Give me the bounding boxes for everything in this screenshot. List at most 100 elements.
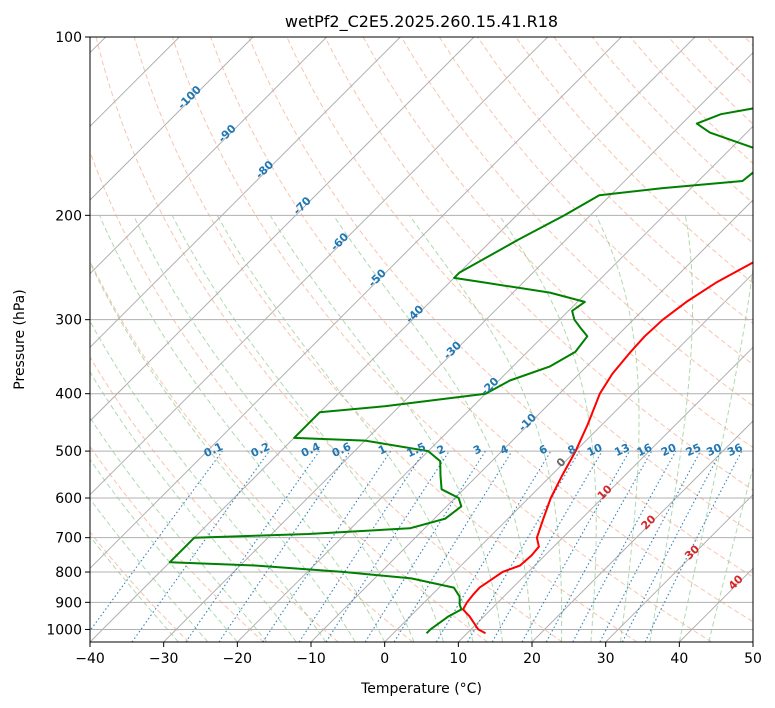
isotherm: [457, 346, 753, 642]
dry-adiabat: [438, 37, 753, 366]
isotherm-label: -70: [291, 194, 314, 217]
mixing-ratio-line: [185, 450, 320, 642]
mixing-ratio-label: 2: [435, 443, 447, 458]
y-tick-label: 900: [55, 595, 82, 611]
dry-adiabat: [90, 531, 190, 642]
y-tick-label: 500: [55, 444, 82, 460]
isotherm: [90, 37, 401, 349]
dry-adiabat: [744, 37, 753, 47]
isotherm: [752, 641, 753, 642]
isotherm: [90, 37, 328, 275]
y-tick-label: 800: [55, 565, 82, 581]
dry-adiabat: [400, 37, 753, 407]
dry-adiabat: [210, 37, 753, 623]
isotherm-label: 40: [726, 572, 746, 592]
moist-adiabat: [678, 264, 753, 642]
x-tick-label: 40: [670, 651, 688, 667]
isotherm: [90, 37, 475, 422]
mixing-ratio-label: 1.5: [405, 440, 428, 460]
mixing-ratio-line: [599, 450, 701, 642]
dry-adiabat: [171, 37, 712, 642]
moist-adiabat: [269, 215, 503, 642]
dry-adiabat: [248, 37, 753, 578]
isotherm: [605, 493, 753, 642]
mixing-ratio-label: 25: [684, 441, 703, 459]
isotherm: [90, 37, 254, 201]
mixing-ratio-line: [467, 450, 580, 642]
dry-adiabat: [90, 259, 414, 642]
mixing-ratio-label: 10: [585, 441, 605, 459]
moist-adiabat: [171, 215, 445, 642]
mixing-ratio-label: 20: [659, 441, 679, 459]
dry-adiabat: [95, 37, 563, 642]
dry-adiabat: [133, 37, 638, 642]
mixing-ratio-label: 0.1: [202, 440, 225, 460]
moist-adiabat: [90, 497, 209, 642]
mixing-ratio-label: 0.2: [249, 440, 272, 460]
x-tick-label: −20: [223, 651, 253, 667]
moist-adiabat: [133, 215, 415, 642]
mixing-ratio-line: [298, 450, 425, 642]
moist-adiabat: [595, 215, 640, 642]
x-tick-label: 50: [744, 651, 762, 667]
mixing-ratio-line: [90, 450, 223, 632]
moist-adiabat: [332, 215, 533, 642]
mixing-ratio-line: [218, 450, 351, 642]
y-axis-ticks: 100 200 300 400 500 600 700 800 900 1000: [46, 30, 90, 638]
mixing-ratio-line: [262, 450, 392, 642]
x-axis-title: Temperature (°C): [360, 681, 482, 697]
isotherm-label: -60: [328, 230, 351, 253]
moist-adiabat: [408, 215, 563, 642]
moist-adiabat: [90, 370, 297, 642]
dry-adiabat: [90, 150, 488, 642]
x-tick-label: 0: [380, 651, 389, 667]
x-tick-label: 10: [449, 651, 467, 667]
dry-adiabat: [324, 37, 753, 491]
isotherm-label: -10: [516, 411, 539, 434]
mixing-ratio-line: [644, 450, 743, 642]
moist-adiabat: [498, 215, 597, 642]
y-tick-label: 200: [55, 208, 82, 224]
moist-adiabat: [90, 261, 356, 642]
mixing-ratio-line: [572, 450, 677, 642]
isotherm: [236, 125, 753, 642]
chart-title: wetPf2_C2E5.2025.260.15.41.R18: [285, 12, 558, 32]
isotherm-label: 10: [595, 482, 615, 502]
dry-adiabat: [362, 37, 753, 449]
y-tick-label: 600: [55, 491, 82, 507]
isotherm-label: -50: [366, 266, 389, 289]
isotherm-label: -90: [216, 122, 239, 145]
y-tick-label: 1000: [46, 622, 82, 638]
mixing-ratio-label: 16: [635, 441, 655, 459]
x-tick-label: 20: [523, 651, 541, 667]
x-tick-label: −30: [149, 651, 179, 667]
plot-frame: [89, 36, 754, 643]
pressure-gridlines: [90, 37, 753, 630]
moist-adiabat: [649, 215, 694, 642]
temperature-series-line: [462, 261, 753, 635]
mixing-ratio-lines: [90, 450, 743, 642]
mixing-ratio-line: [521, 450, 630, 642]
isotherms: [90, 37, 753, 642]
moist-adiabat: [90, 535, 179, 642]
moist-adiabat: [99, 215, 386, 642]
isotherm: [90, 37, 622, 570]
mixing-ratio-line: [545, 450, 653, 642]
x-tick-label: −10: [296, 651, 326, 667]
dewpoint-series-line: [168, 107, 753, 635]
mixing-ratio-label: 13: [612, 441, 631, 459]
isotherm-label: -100: [175, 83, 204, 112]
moist-adiabat: [708, 465, 753, 642]
isotherm: [310, 199, 753, 642]
y-tick-label: 300: [55, 313, 82, 329]
x-axis-ticks: −40 −30 −20 −10 0 10 20 30 40 50: [75, 642, 762, 667]
isotherm-label: -80: [253, 158, 276, 181]
y-tick-label: 700: [55, 531, 82, 547]
x-tick-label: 30: [597, 651, 615, 667]
profile-series: [168, 107, 753, 635]
dry-adiabat: [706, 37, 753, 86]
y-tick-label: 100: [55, 30, 82, 46]
mixing-ratio-label: 36: [725, 441, 745, 459]
mixing-ratio-line: [325, 450, 450, 642]
